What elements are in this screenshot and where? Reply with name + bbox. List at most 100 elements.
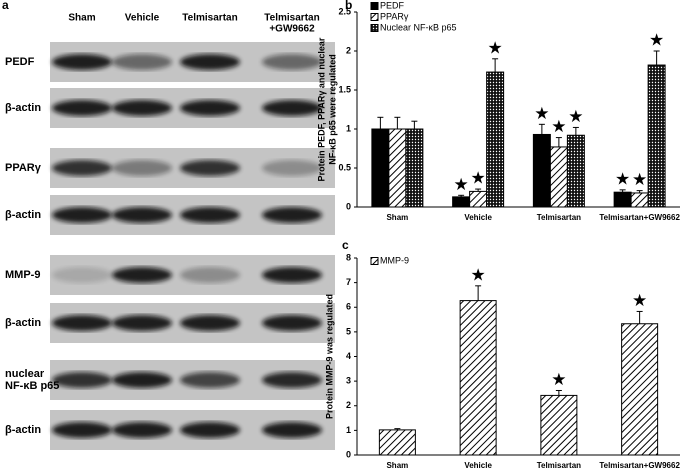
blot-band bbox=[112, 315, 172, 331]
panel-label: a bbox=[2, 0, 9, 12]
blot-band bbox=[180, 267, 240, 283]
legend-swatch bbox=[370, 24, 379, 32]
bar bbox=[566, 134, 585, 208]
blot-band bbox=[180, 372, 240, 388]
blot-band bbox=[52, 267, 112, 283]
row-label: NF-κB p65 bbox=[5, 380, 59, 392]
blot-band bbox=[262, 315, 322, 331]
bar bbox=[469, 190, 488, 208]
y-tick-label: 0.5 bbox=[338, 162, 351, 172]
row-label: β-actin bbox=[5, 424, 41, 436]
significance-star: ★ bbox=[632, 291, 647, 310]
x-tick-label: Sham bbox=[386, 461, 408, 469]
significance-star: ★ bbox=[615, 169, 630, 188]
lane-label: Vehicle bbox=[125, 13, 160, 24]
bar bbox=[405, 128, 424, 208]
y-tick-label: 1 bbox=[346, 123, 351, 133]
y-axis-label: Protein MMP-9 was regulated bbox=[324, 294, 334, 419]
y-tick-label: 0 bbox=[346, 201, 351, 211]
y-tick-label: 1.5 bbox=[338, 84, 351, 94]
bar bbox=[452, 196, 471, 208]
lane-label: Telmisartan bbox=[182, 13, 237, 24]
bar bbox=[549, 146, 568, 208]
significance-star: ★ bbox=[649, 30, 664, 49]
y-axis-label: Protein PEDF, PPARγ and nuclear bbox=[316, 37, 326, 181]
x-tick-label: Telmisartan bbox=[537, 461, 581, 469]
blot-band bbox=[52, 54, 112, 70]
bar bbox=[378, 429, 416, 456]
y-tick-label: 1 bbox=[346, 425, 351, 435]
y-tick-label: 7 bbox=[346, 277, 351, 287]
blot-band bbox=[112, 422, 172, 438]
significance-star: ★ bbox=[551, 117, 566, 136]
y-tick-label: 5 bbox=[346, 326, 351, 336]
bar bbox=[486, 71, 505, 208]
blot-band bbox=[180, 100, 240, 116]
legend-swatch bbox=[370, 257, 379, 265]
significance-star: ★ bbox=[534, 104, 549, 123]
y-tick-label: 2.5 bbox=[338, 6, 351, 16]
lane-label: +GW9662 bbox=[269, 24, 315, 35]
x-tick-label: Vehicle bbox=[464, 461, 492, 469]
blot-band bbox=[262, 372, 322, 388]
x-tick-label: Vehicle bbox=[464, 213, 492, 222]
y-axis-label: NF-κB p65 were regulated bbox=[327, 54, 337, 165]
blot-band bbox=[112, 207, 172, 223]
blot-band bbox=[262, 160, 322, 176]
bar bbox=[459, 300, 497, 456]
bar bbox=[613, 191, 632, 208]
bar bbox=[388, 128, 407, 208]
blot-band bbox=[180, 207, 240, 223]
y-tick-label: 3 bbox=[346, 376, 351, 386]
blot-band bbox=[180, 160, 240, 176]
blot-band bbox=[180, 54, 240, 70]
blot-band bbox=[262, 207, 322, 223]
bar bbox=[630, 192, 649, 208]
legend-label: PEDF bbox=[380, 0, 405, 10]
blot-band bbox=[52, 422, 112, 438]
row-label: nuclear bbox=[5, 368, 45, 380]
blot-band bbox=[112, 100, 172, 116]
significance-star: ★ bbox=[551, 370, 566, 389]
legend-label: MMP-9 bbox=[380, 255, 409, 265]
bar bbox=[621, 323, 659, 456]
blot-band bbox=[262, 54, 322, 70]
significance-star: ★ bbox=[454, 175, 469, 194]
blot-band bbox=[52, 207, 112, 223]
significance-star: ★ bbox=[568, 107, 583, 126]
legend-label: Nuclear NF-κB p65 bbox=[380, 22, 457, 32]
y-tick-label: 2 bbox=[346, 45, 351, 55]
significance-star: ★ bbox=[632, 170, 647, 189]
row-label: PPARγ bbox=[5, 162, 42, 174]
significance-star: ★ bbox=[471, 169, 486, 188]
row-label: β-actin bbox=[5, 317, 41, 329]
blot-band bbox=[262, 100, 322, 116]
x-tick-label: Sham bbox=[386, 213, 408, 222]
lane-label: Telmisartan bbox=[264, 13, 319, 24]
bar bbox=[532, 133, 551, 208]
blot-band bbox=[262, 267, 322, 283]
blot-band bbox=[112, 160, 172, 176]
y-tick-label: 6 bbox=[346, 302, 351, 312]
blot-band bbox=[52, 100, 112, 116]
row-label: β-actin bbox=[5, 102, 41, 114]
blot-band bbox=[52, 160, 112, 176]
bar bbox=[540, 394, 578, 456]
significance-star: ★ bbox=[488, 38, 503, 57]
panel-label: c bbox=[342, 238, 349, 252]
blot-band bbox=[262, 422, 322, 438]
blot-band bbox=[180, 315, 240, 331]
lane-label: Sham bbox=[68, 13, 95, 24]
legend-label: PPARγ bbox=[380, 11, 409, 21]
blot-band bbox=[180, 422, 240, 438]
blot-band bbox=[52, 315, 112, 331]
legend-swatch bbox=[370, 2, 379, 10]
row-label: PEDF bbox=[5, 56, 35, 68]
significance-star: ★ bbox=[471, 265, 486, 284]
y-tick-label: 8 bbox=[346, 252, 351, 262]
y-tick-label: 2 bbox=[346, 400, 351, 410]
x-tick-label: Telmisartan bbox=[537, 213, 581, 222]
row-label: β-actin bbox=[5, 209, 41, 221]
x-tick-label: Telmisartan+GW9662 bbox=[599, 461, 680, 469]
